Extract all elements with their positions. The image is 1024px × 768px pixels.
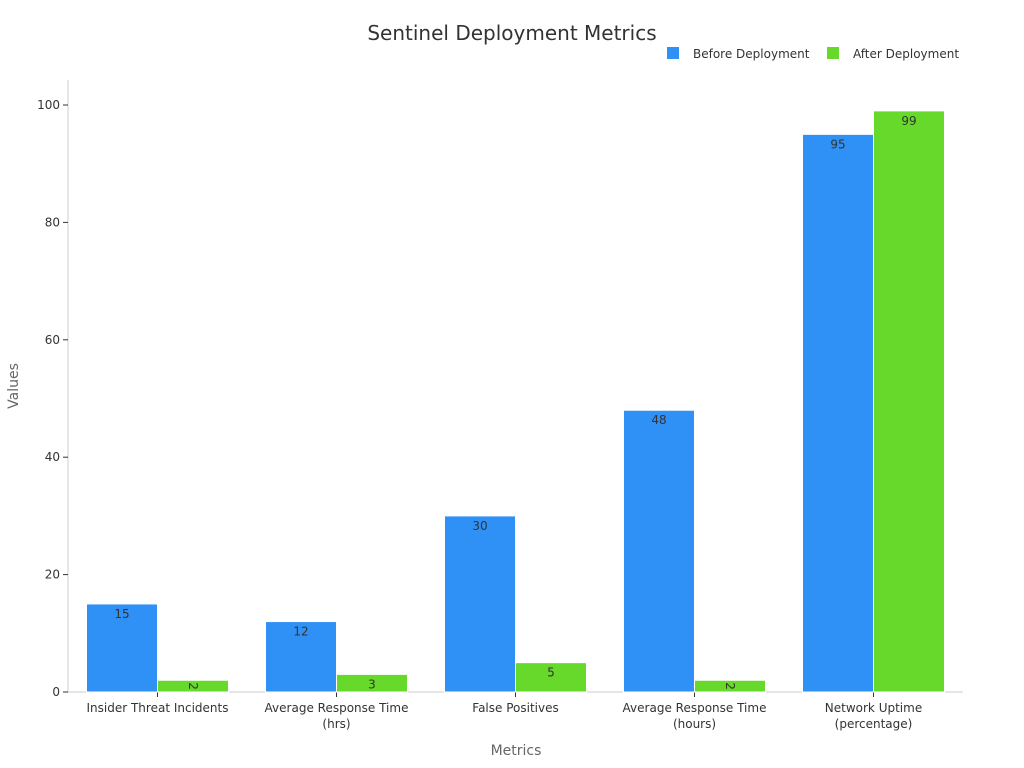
bar (157, 679, 229, 693)
data-label: 3 (368, 677, 376, 691)
data-label: 95 (830, 137, 845, 151)
bar (336, 673, 408, 693)
data-label: 48 (651, 413, 666, 427)
legend-label: Before Deployment (693, 47, 810, 61)
bar-labels: 15 12 30 48 95 2 3 5 2 99 (114, 114, 916, 692)
bar (86, 603, 158, 693)
y-tick-label: 80 (45, 215, 60, 229)
legend-swatch (667, 47, 679, 59)
y-tick-label: 100 (37, 98, 60, 112)
data-label: 99 (901, 114, 916, 128)
x-tick-label: Network Uptime (percentage) (825, 701, 922, 731)
y-tick-label: 60 (45, 333, 60, 347)
chart-title: Sentinel Deployment Metrics (367, 21, 656, 45)
data-label: 30 (472, 519, 487, 533)
y-tick-label: 0 (52, 685, 60, 699)
x-axis-title: Metrics (491, 743, 542, 759)
legend-label: After Deployment (853, 47, 959, 61)
y-tick-label: 40 (45, 450, 60, 464)
bar (623, 409, 695, 693)
bars (86, 110, 945, 693)
bar (802, 133, 874, 693)
x-tick-label: Average Response Time (hours) (623, 701, 767, 731)
bar (515, 662, 587, 693)
data-label: 2 (723, 682, 737, 690)
legend-swatch (827, 47, 839, 59)
data-label: 15 (114, 607, 129, 621)
data-label: 12 (293, 625, 308, 639)
bar (873, 110, 945, 693)
x-tick-label: Average Response Time (hrs) (265, 701, 409, 731)
axes: 0 20 40 60 80 100 Insider Threat Incidents Aver… (37, 80, 963, 731)
x-tick-label: Insider Threat Incidents (87, 701, 229, 715)
y-axis-title: Values (6, 363, 22, 409)
y-tick-label: 20 (45, 568, 60, 582)
data-label: 2 (186, 682, 200, 690)
bar (265, 621, 337, 693)
bar (694, 679, 766, 693)
data-label: 5 (547, 666, 555, 680)
legend: Before Deployment After Deployment (667, 47, 959, 61)
bar (444, 515, 516, 693)
x-tick-label: False Positives (472, 701, 558, 715)
